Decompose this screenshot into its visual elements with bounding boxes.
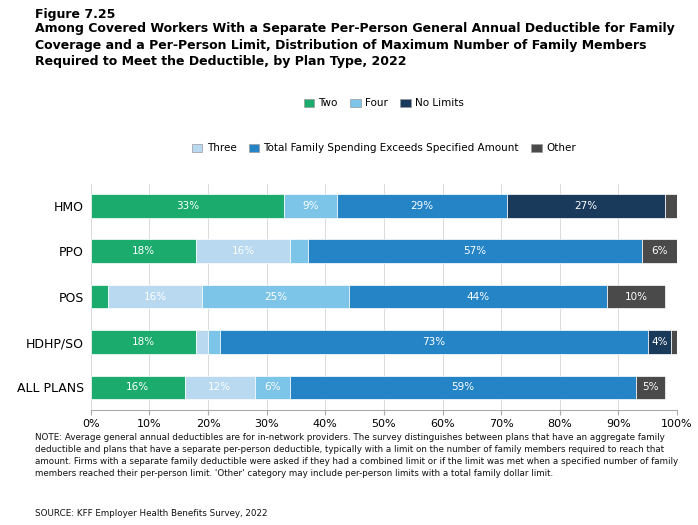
Text: 16%: 16% — [232, 246, 255, 256]
Text: 4%: 4% — [651, 337, 668, 347]
Bar — [337, 194, 507, 218]
Bar — [91, 239, 196, 263]
Text: 18%: 18% — [132, 337, 155, 347]
Text: SOURCE: KFF Employer Health Benefits Survey, 2022: SOURCE: KFF Employer Health Benefits Sur… — [35, 509, 267, 518]
Bar — [255, 375, 290, 399]
Bar — [636, 375, 665, 399]
Text: 12%: 12% — [208, 382, 231, 392]
Text: 10%: 10% — [625, 291, 648, 302]
Text: 44%: 44% — [466, 291, 489, 302]
Bar — [208, 330, 220, 354]
Text: NOTE: Average general annual deductibles are for in-network providers. The surve: NOTE: Average general annual deductibles… — [35, 433, 678, 478]
Text: 6%: 6% — [651, 246, 668, 256]
Text: 33%: 33% — [176, 201, 199, 211]
Bar — [308, 239, 642, 263]
Text: 29%: 29% — [410, 201, 433, 211]
Bar — [91, 194, 284, 218]
Text: 16%: 16% — [126, 382, 149, 392]
Text: 59%: 59% — [452, 382, 475, 392]
Text: 73%: 73% — [422, 337, 445, 347]
Bar — [220, 330, 648, 354]
Bar — [648, 330, 671, 354]
Text: 9%: 9% — [302, 201, 319, 211]
Bar — [184, 375, 255, 399]
Bar — [284, 194, 337, 218]
Bar — [665, 194, 677, 218]
Text: 25%: 25% — [264, 291, 287, 302]
Text: Among Covered Workers With a Separate Per-Person General Annual Deductible for F: Among Covered Workers With a Separate Pe… — [35, 22, 675, 68]
Text: Figure 7.25: Figure 7.25 — [35, 8, 115, 21]
Bar — [91, 375, 184, 399]
Bar — [607, 285, 665, 308]
Bar — [349, 285, 607, 308]
Text: 27%: 27% — [574, 201, 597, 211]
Text: 16%: 16% — [144, 291, 167, 302]
Text: 57%: 57% — [463, 246, 487, 256]
Bar — [507, 194, 665, 218]
Text: 5%: 5% — [642, 382, 659, 392]
Text: 18%: 18% — [132, 246, 155, 256]
Bar — [108, 285, 202, 308]
Bar — [202, 285, 349, 308]
Bar — [642, 239, 677, 263]
Bar — [91, 285, 108, 308]
Bar — [196, 239, 290, 263]
Bar — [196, 330, 208, 354]
Bar — [290, 375, 636, 399]
Bar — [91, 330, 196, 354]
Text: 6%: 6% — [265, 382, 281, 392]
Legend: Three, Total Family Spending Exceeds Specified Amount, Other: Three, Total Family Spending Exceeds Spe… — [188, 139, 580, 158]
Bar — [290, 239, 308, 263]
Bar — [671, 330, 689, 354]
